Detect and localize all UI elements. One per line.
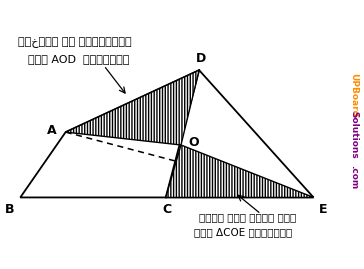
Text: .com: .com — [349, 165, 359, 190]
Text: A: A — [47, 124, 57, 137]
Text: O: O — [188, 136, 199, 149]
Text: Solutions: Solutions — [349, 111, 359, 158]
Text: UPBoard: UPBoard — [349, 73, 359, 116]
Text: E: E — [319, 203, 328, 216]
Text: D: D — [196, 52, 207, 65]
Text: B: B — [5, 203, 15, 216]
Polygon shape — [166, 145, 313, 197]
Polygon shape — [66, 70, 199, 145]
Text: C: C — [162, 203, 171, 216]
Text: भूخण्ड का अधिगृहीत: भूخण्ड का अधिगृहीत — [19, 37, 132, 48]
Text: भाग ΔCOE क्षेत्र: भाग ΔCOE क्षेत्र — [194, 228, 293, 238]
Text: बदले में दिया गया: बदले में दिया गया — [199, 212, 296, 222]
Text: भाग AOD  क्षेत्र: भाग AOD क्षेत्र — [28, 54, 130, 64]
